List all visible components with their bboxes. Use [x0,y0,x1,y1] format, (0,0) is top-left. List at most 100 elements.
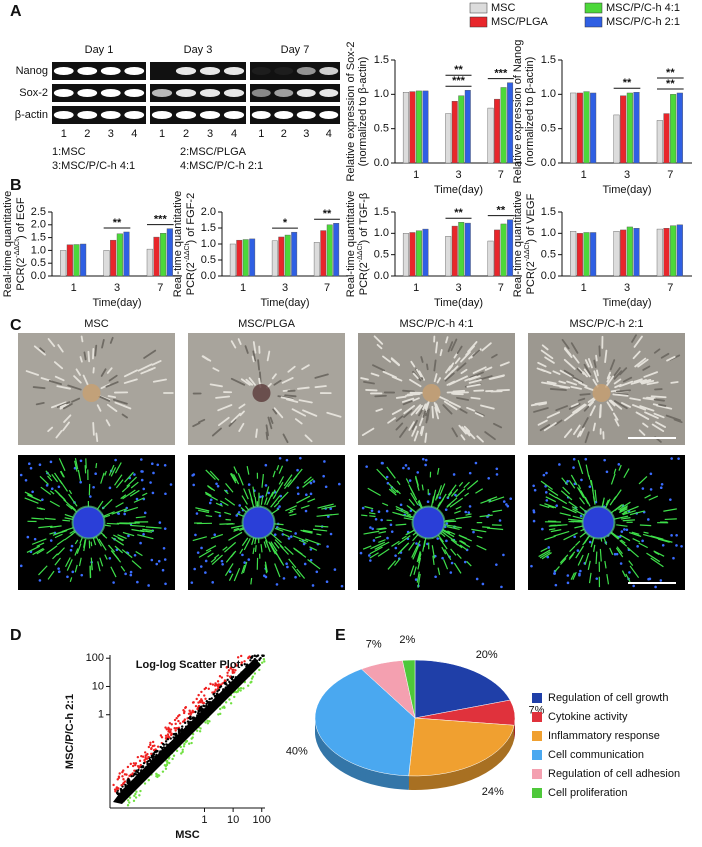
y-axis-label: (normalized to β-actin) [524,57,536,167]
scatter-dot [188,717,190,719]
nucleus [405,464,408,467]
y-tick-label: 1.5 [541,206,556,218]
y-axis-label: Real-time quantitative [512,191,524,297]
bar [670,226,676,276]
gel-day: Day 7 [281,44,310,56]
bar [590,93,596,163]
nucleus [285,562,288,565]
lane-number: 1 [159,128,165,140]
x-tick-label: 7 [324,282,330,294]
bar [160,233,166,276]
nucleus [360,552,363,555]
nucleus [247,558,250,561]
bar [664,114,670,163]
nucleus [210,499,213,502]
nucleus [243,561,246,564]
significance: ** [454,207,463,219]
scatter-dot [224,680,226,682]
nucleus [39,579,42,582]
scatter-dot [150,748,152,750]
legend-label: Inflammatory response [548,730,660,742]
scatter-dot [251,677,253,679]
y-tick-label: 2.5 [31,206,46,218]
scatter-dot [214,695,216,697]
y-tick-label: 0.0 [541,270,556,282]
nucleus [386,510,389,513]
nucleus [20,565,23,568]
y-axis-label: Relative expression of Nanog [512,40,524,184]
nucleus [375,518,378,521]
gel-band [274,89,293,97]
scatter-dot [188,743,190,745]
micrograph-title: MSC/P/C-h 2:1 [570,318,644,330]
scatter-dot [171,758,173,760]
nucleus [647,578,650,581]
scatter-dot [214,682,216,684]
y-tick-label: 0.5 [541,249,556,261]
nucleus [553,572,556,575]
nucleus [248,483,251,486]
y-axis-label-part: -ΔΔCt [524,243,531,262]
y-tick-label: 1.5 [201,222,216,234]
scatter-dot [217,687,219,689]
nucleus [650,488,653,491]
cell [95,346,96,356]
scatter-dot [223,707,225,709]
scatter-dot [169,722,171,724]
scatter-dot [196,698,198,700]
scatter-dot [174,719,176,721]
lane-key: 2:MSC/PLGA [180,146,247,158]
gel-band [200,89,220,97]
scatter-dot [167,738,169,740]
y-axis-label-part: -ΔΔCt [184,243,191,262]
nucleus [219,515,222,518]
nucleus [445,508,448,511]
scatter-dot [241,661,243,663]
scatter-dot [214,684,216,686]
scatter-dot [165,765,167,767]
nucleus [89,495,92,498]
lane-key: 4:MSC/P/C-h 2:1 [180,160,263,172]
nucleus [133,473,136,476]
scatter-dot [146,761,148,763]
scatter-dot [203,694,205,696]
legend-swatch [585,3,602,13]
scatter-dot [143,762,145,764]
cell [432,407,433,418]
x-tick-label: 7 [157,282,163,294]
scatter-dot [197,710,199,712]
bar [627,227,633,276]
nucleus [475,462,478,465]
aggregate [423,384,441,402]
scatter-dot [149,744,151,746]
nucleus [580,515,583,518]
significance: ** [497,205,506,217]
bar [452,101,458,163]
nucleus [660,486,663,489]
nucleus [305,493,308,496]
cell [88,352,89,362]
actin [596,552,597,564]
nucleus [584,458,587,461]
nucleus [155,563,158,566]
y-tick-label: 1.0 [541,88,556,100]
nucleus [51,487,54,490]
bar [465,90,471,163]
x-tick-label: 1 [581,282,587,294]
scatter-dot [263,658,265,660]
nucleus [472,531,475,534]
y-axis-label-part: PCR(2 [525,261,537,294]
legend-label: MSC/P/C-h 4:1 [606,2,680,14]
nucleus [445,540,448,543]
nucleus [503,500,506,503]
actin [62,520,70,521]
pie-label: 2% [399,634,415,646]
y-tick-label: 1.0 [201,238,216,250]
nucleus [451,562,454,565]
micrograph-title: MSC/P/C-h 4:1 [400,318,474,330]
scatter-dot [228,698,230,700]
scatter-dot [164,726,166,728]
nucleus [409,479,412,482]
nucleus [30,467,33,470]
scatter-dot [195,705,197,707]
